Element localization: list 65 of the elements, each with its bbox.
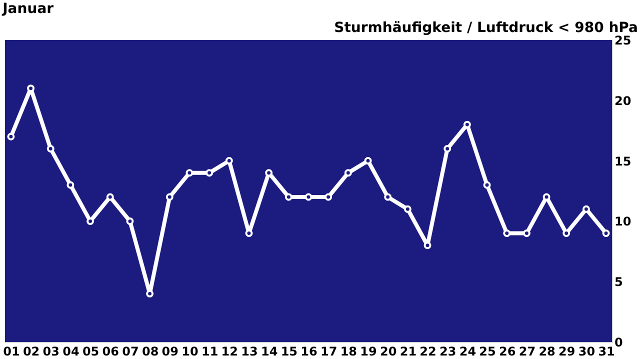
x-tick-label: 18 (340, 344, 358, 358)
x-tick-label: 08 (142, 344, 159, 358)
x-tick-label: 06 (102, 344, 119, 358)
x-tick-label: 15 (280, 344, 298, 358)
x-tick-label: 31 (598, 344, 615, 358)
x-tick-label: 19 (360, 344, 377, 358)
point (46, 144, 54, 152)
chart-subtitle: Sturmhäufigkeit / Luftdruck < 980 hPa (334, 20, 638, 36)
point (166, 193, 174, 201)
point (582, 205, 590, 213)
point (304, 193, 312, 201)
point (384, 193, 392, 201)
x-tick-label: 07 (122, 344, 139, 358)
y-tick-label: 5 (614, 275, 623, 290)
point (186, 169, 194, 177)
y-tick-label: 10 (614, 214, 632, 229)
x-tick-label: 05 (82, 344, 100, 358)
point (126, 217, 134, 225)
x-tick-label: 12 (221, 344, 238, 358)
x-tick-label: 14 (260, 344, 278, 358)
x-tick-label: 01 (3, 344, 20, 358)
x-tick-label: 13 (241, 344, 258, 358)
point (404, 205, 412, 213)
point (284, 193, 292, 201)
point (424, 242, 432, 250)
point (86, 217, 94, 225)
x-tick-label: 22 (420, 344, 436, 358)
x-tick-label: 28 (538, 344, 556, 358)
x-tick-label: 10 (182, 344, 198, 358)
x-tick-label: 24 (459, 344, 476, 358)
y-tick-label: 0 (614, 336, 623, 350)
y-tick-label: 20 (614, 94, 632, 108)
point (602, 230, 610, 238)
point (7, 132, 15, 140)
x-tick-label: 25 (479, 344, 496, 358)
x-tick-label: 27 (518, 344, 536, 358)
point (344, 169, 352, 177)
point (206, 169, 214, 177)
chart-title: Januar (2, 1, 54, 17)
point (66, 181, 74, 189)
point (324, 193, 332, 201)
point (245, 230, 253, 238)
x-tick-label: 21 (400, 344, 417, 358)
point (503, 230, 511, 238)
x-tick-label: 29 (558, 344, 576, 358)
x-tick-label: 02 (22, 344, 40, 358)
x-tick-label: 17 (320, 344, 338, 358)
x-tick-label: 09 (162, 344, 178, 358)
point (364, 157, 372, 165)
point (522, 230, 530, 238)
point (562, 230, 570, 238)
x-tick-label: 30 (578, 344, 596, 358)
point (483, 181, 491, 189)
x-tick-label: 04 (62, 344, 80, 358)
x-tick-label: 23 (440, 344, 456, 358)
x-tick-label: 16 (300, 344, 318, 358)
y-tick-label: 15 (614, 154, 632, 168)
x-tick-label: 03 (42, 344, 60, 358)
x-tick-label: 11 (201, 344, 218, 358)
point (444, 144, 452, 152)
x-tick-label: 20 (380, 344, 397, 358)
point (106, 193, 114, 201)
x-tick-label: 26 (499, 344, 516, 358)
point (225, 157, 233, 165)
y-tick-label: 25 (614, 34, 632, 48)
